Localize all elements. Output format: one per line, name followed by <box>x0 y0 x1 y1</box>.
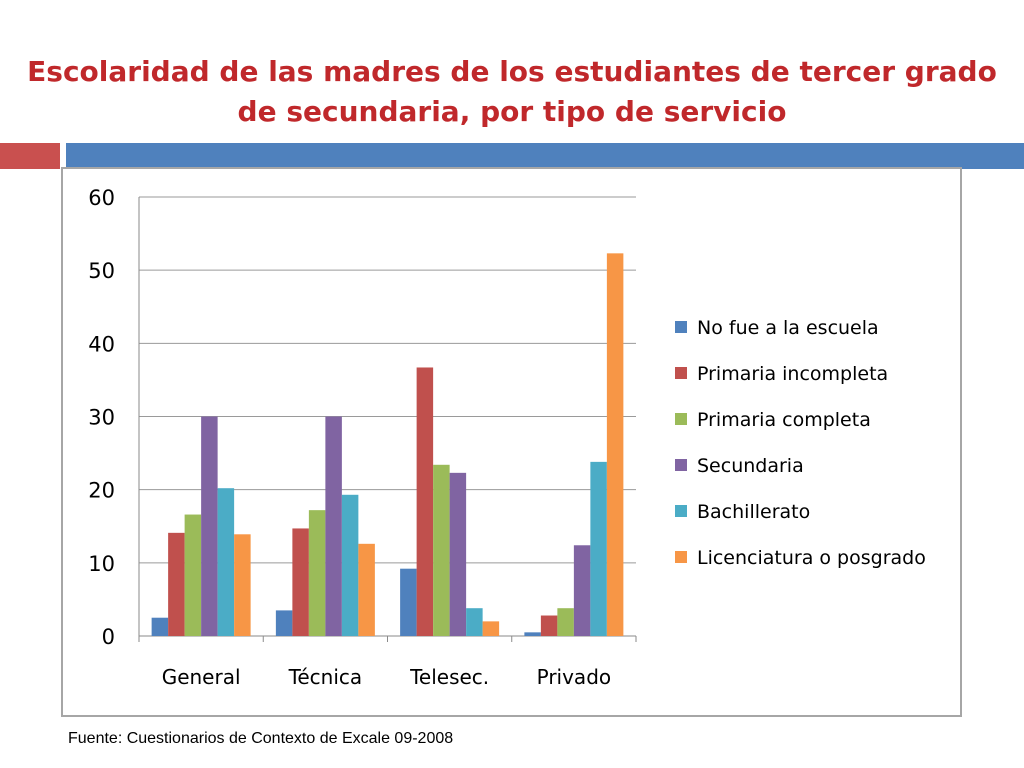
bar-3-5 <box>606 253 624 637</box>
x-tick-label-1: Técnica <box>288 665 363 689</box>
bar-3-2 <box>557 608 574 636</box>
bar-2-2 <box>433 464 450 636</box>
y-tick-label-0: 0 <box>102 625 115 649</box>
chart-frame: 0 10 20 30 40 50 60 General Técnica Telesec. Priva… <box>61 167 962 717</box>
bar-0-3 <box>201 416 218 636</box>
bar-1-1 <box>292 528 309 636</box>
legend-swatch-2 <box>675 413 687 425</box>
slide-title-line-1: Escolaridad de las madres de los estudia… <box>27 55 997 88</box>
legend-swatch-4 <box>675 505 687 517</box>
y-tick-label-20: 20 <box>88 479 115 503</box>
bar-3-3 <box>573 545 591 636</box>
y-tick-label-30: 30 <box>88 406 115 430</box>
bar-3-4 <box>590 461 607 636</box>
bar-2-0 <box>400 568 417 636</box>
bar-0-1 <box>168 532 185 636</box>
legend-swatch-3 <box>675 459 687 471</box>
legend-label-4: Bachillerato <box>697 501 810 523</box>
legend-label-1: Primaria incompleta <box>697 363 888 385</box>
legend-swatch-0 <box>675 321 687 333</box>
decor-bar-blue <box>66 143 1024 169</box>
bar-1-2 <box>308 510 326 636</box>
source-note: Fuente: Cuestionarios de Contexto de Exc… <box>68 730 454 747</box>
slide-title: Escolaridad de las madres de los estudia… <box>20 52 1004 132</box>
legend-label-3: Secundaria <box>697 455 804 477</box>
x-tick-label-2: Telesec. <box>409 665 489 689</box>
bar-2-4 <box>466 608 483 636</box>
legend-label-5: Licenciatura o posgrado <box>697 547 926 569</box>
bar-2-3 <box>449 472 467 636</box>
y-tick-label-60: 60 <box>88 186 115 210</box>
bar-1-3 <box>325 416 342 636</box>
bar-1-4 <box>341 494 359 636</box>
y-tick-label-40: 40 <box>88 332 115 356</box>
y-tick-label-50: 50 <box>88 259 115 283</box>
bar-2-5 <box>482 621 500 636</box>
bar-chart: 0 10 20 30 40 50 60 General Técnica Telesec. Priva… <box>88 186 926 689</box>
x-tick-label-3: Privado <box>537 665 612 689</box>
bar-2-1 <box>416 367 434 636</box>
bar-0-5 <box>234 534 251 636</box>
y-tick-label-10: 10 <box>88 552 115 576</box>
legend-label-2: Primaria completa <box>697 409 871 431</box>
bar-3-1 <box>540 615 558 636</box>
bar-1-5 <box>358 543 375 636</box>
legend-label-0: No fue a la escuela <box>697 317 879 339</box>
bar-3-0 <box>524 632 541 636</box>
x-tick-label-0: General <box>162 665 241 689</box>
bar-0-2 <box>184 514 202 636</box>
legend-swatch-5 <box>675 551 687 563</box>
bar-1-0 <box>275 610 293 636</box>
bar-0-0 <box>151 617 169 636</box>
legend-swatch-1 <box>675 367 687 379</box>
decor-bar-red <box>0 143 60 169</box>
slide-title-line-2: de secundaria, por tipo de servicio <box>237 95 787 128</box>
bar-0-4 <box>217 488 235 636</box>
